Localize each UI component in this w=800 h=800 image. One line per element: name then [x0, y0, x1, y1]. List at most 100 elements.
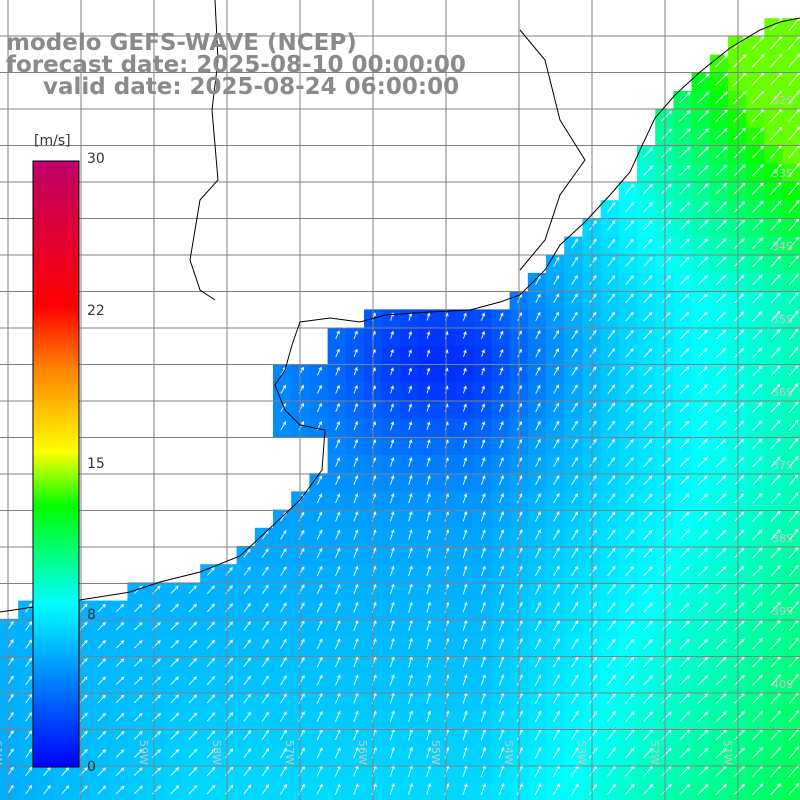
wind-arrow	[752, 583, 763, 595]
wind-arrow	[188, 657, 198, 667]
wind-arrow	[715, 311, 726, 322]
wind-arrow	[97, 658, 107, 667]
wind-arrow	[133, 749, 143, 758]
wind-arrow	[571, 438, 578, 449]
wind-arrow	[625, 402, 634, 413]
wind-arrow	[734, 438, 745, 449]
speed-cell	[618, 218, 638, 238]
wind-arrow	[553, 529, 560, 540]
wind-arrow	[661, 329, 671, 340]
wind-arrow	[316, 602, 323, 613]
wind-arrow	[517, 529, 523, 540]
wind-arrow	[697, 493, 708, 504]
wind-arrow	[335, 493, 341, 504]
wind-arrow	[625, 493, 634, 504]
wind-arrow	[535, 384, 541, 394]
wind-arrow	[571, 475, 579, 486]
wind-arrow	[25, 784, 33, 795]
wind-arrow	[788, 601, 799, 614]
wind-arrow	[571, 620, 579, 631]
wind-arrow	[516, 547, 523, 559]
wind-arrow	[679, 729, 691, 741]
wind-arrow	[607, 384, 616, 395]
wind-arrow	[643, 584, 653, 595]
speed-cell	[546, 546, 565, 565]
wind-arrow	[133, 658, 143, 667]
wind-arrow	[462, 493, 468, 504]
wind-arrow	[715, 402, 726, 413]
wind-arrow	[734, 365, 745, 377]
wind-arrow	[535, 583, 542, 595]
wind-arrow	[715, 566, 727, 577]
speed-cell	[600, 637, 620, 656]
wind-arrow	[25, 693, 33, 704]
wind-arrow	[480, 656, 486, 668]
wind-arrow	[206, 585, 215, 595]
speed-cell	[600, 546, 620, 565]
title-model: modelo GEFS-WAVE (NCEP)	[6, 30, 357, 56]
wind-arrow	[751, 90, 765, 105]
colorbar-tick-15: 15	[87, 456, 105, 472]
wind-arrow	[462, 583, 468, 595]
wind-arrow	[553, 348, 559, 358]
wind-arrow	[462, 710, 468, 723]
wind-arrow	[426, 439, 431, 449]
wind-arrow	[444, 710, 450, 723]
wind-arrow	[770, 181, 782, 195]
wind-arrow	[280, 620, 287, 631]
wind-arrow	[43, 766, 51, 777]
wind-arrow	[788, 528, 799, 541]
wind-arrow	[589, 456, 597, 467]
wind-arrow	[679, 675, 690, 686]
wind-arrow	[426, 637, 431, 650]
wind-arrow	[462, 601, 468, 613]
wind-arrow	[661, 220, 672, 231]
wind-arrow	[752, 620, 763, 632]
wind-arrow	[316, 384, 322, 394]
wind-arrow	[316, 783, 323, 795]
wind-arrow	[389, 710, 395, 723]
wind-arrow	[715, 475, 727, 486]
wind-arrow	[661, 128, 672, 140]
wind-arrow	[516, 674, 523, 686]
wind-arrow	[643, 420, 653, 431]
wind-arrow	[280, 602, 287, 613]
wind-arrow	[734, 311, 745, 322]
wind-arrow	[133, 640, 143, 649]
wind-arrow	[462, 638, 468, 650]
wind-arrow	[280, 729, 287, 741]
wind-arrow	[770, 565, 781, 577]
wind-arrow	[679, 293, 690, 304]
wind-arrow	[408, 601, 413, 613]
wind-arrow	[571, 511, 579, 522]
wind-arrow	[715, 238, 727, 249]
wind-arrow	[408, 403, 413, 412]
wind-arrow	[115, 658, 125, 667]
speed-cell	[764, 491, 784, 511]
wind-arrow	[788, 710, 800, 723]
wind-arrow	[335, 601, 341, 613]
wind-arrow	[243, 584, 251, 595]
speed-cell	[564, 382, 583, 401]
wind-arrow	[589, 348, 597, 358]
wind-arrow	[589, 638, 598, 650]
wind-arrow	[335, 583, 341, 595]
wind-arrow	[571, 601, 579, 613]
title-valid-date: valid date: 2025-08-24 06:00:00	[43, 74, 460, 100]
wind-arrow	[643, 693, 654, 704]
wind-arrow	[661, 548, 672, 558]
wind-arrow	[589, 438, 597, 449]
wind-arrow	[553, 619, 560, 631]
wind-arrow	[408, 565, 413, 577]
wind-arrow	[770, 674, 782, 686]
wind-arrow	[607, 656, 616, 668]
wind-arrow	[643, 529, 653, 540]
wind-arrow	[679, 128, 691, 140]
wind-arrow	[697, 146, 709, 158]
wind-arrow	[243, 730, 252, 740]
wind-arrow	[499, 456, 504, 467]
wind-arrow	[553, 547, 560, 559]
latitude-label: 32S	[772, 94, 793, 107]
wind-arrow	[261, 548, 269, 558]
speed-cell	[618, 273, 638, 292]
